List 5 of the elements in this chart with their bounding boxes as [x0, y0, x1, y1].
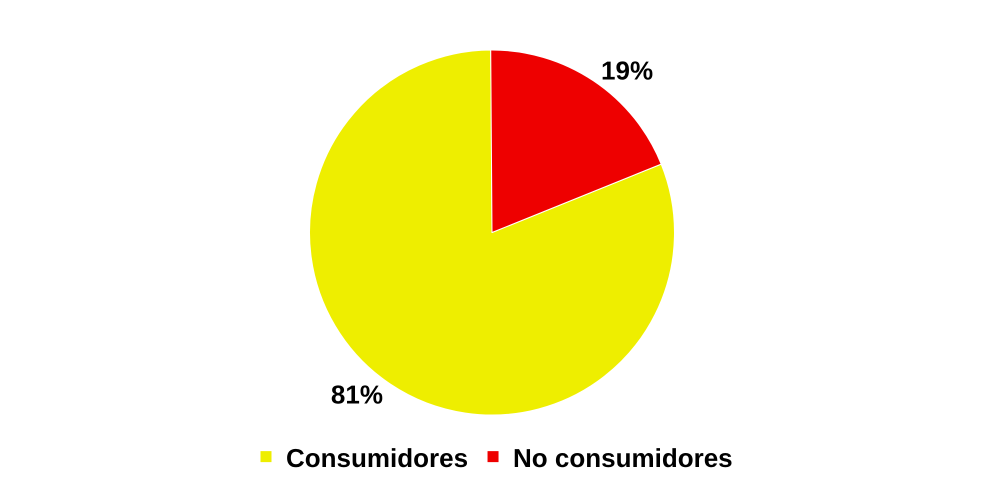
data-label: 19% [601, 55, 654, 86]
pie-slice [309, 50, 675, 416]
data-label: 81% [330, 380, 383, 410]
legend-label: Consumidores [286, 442, 468, 473]
legend-label: No consumidores [513, 442, 733, 473]
